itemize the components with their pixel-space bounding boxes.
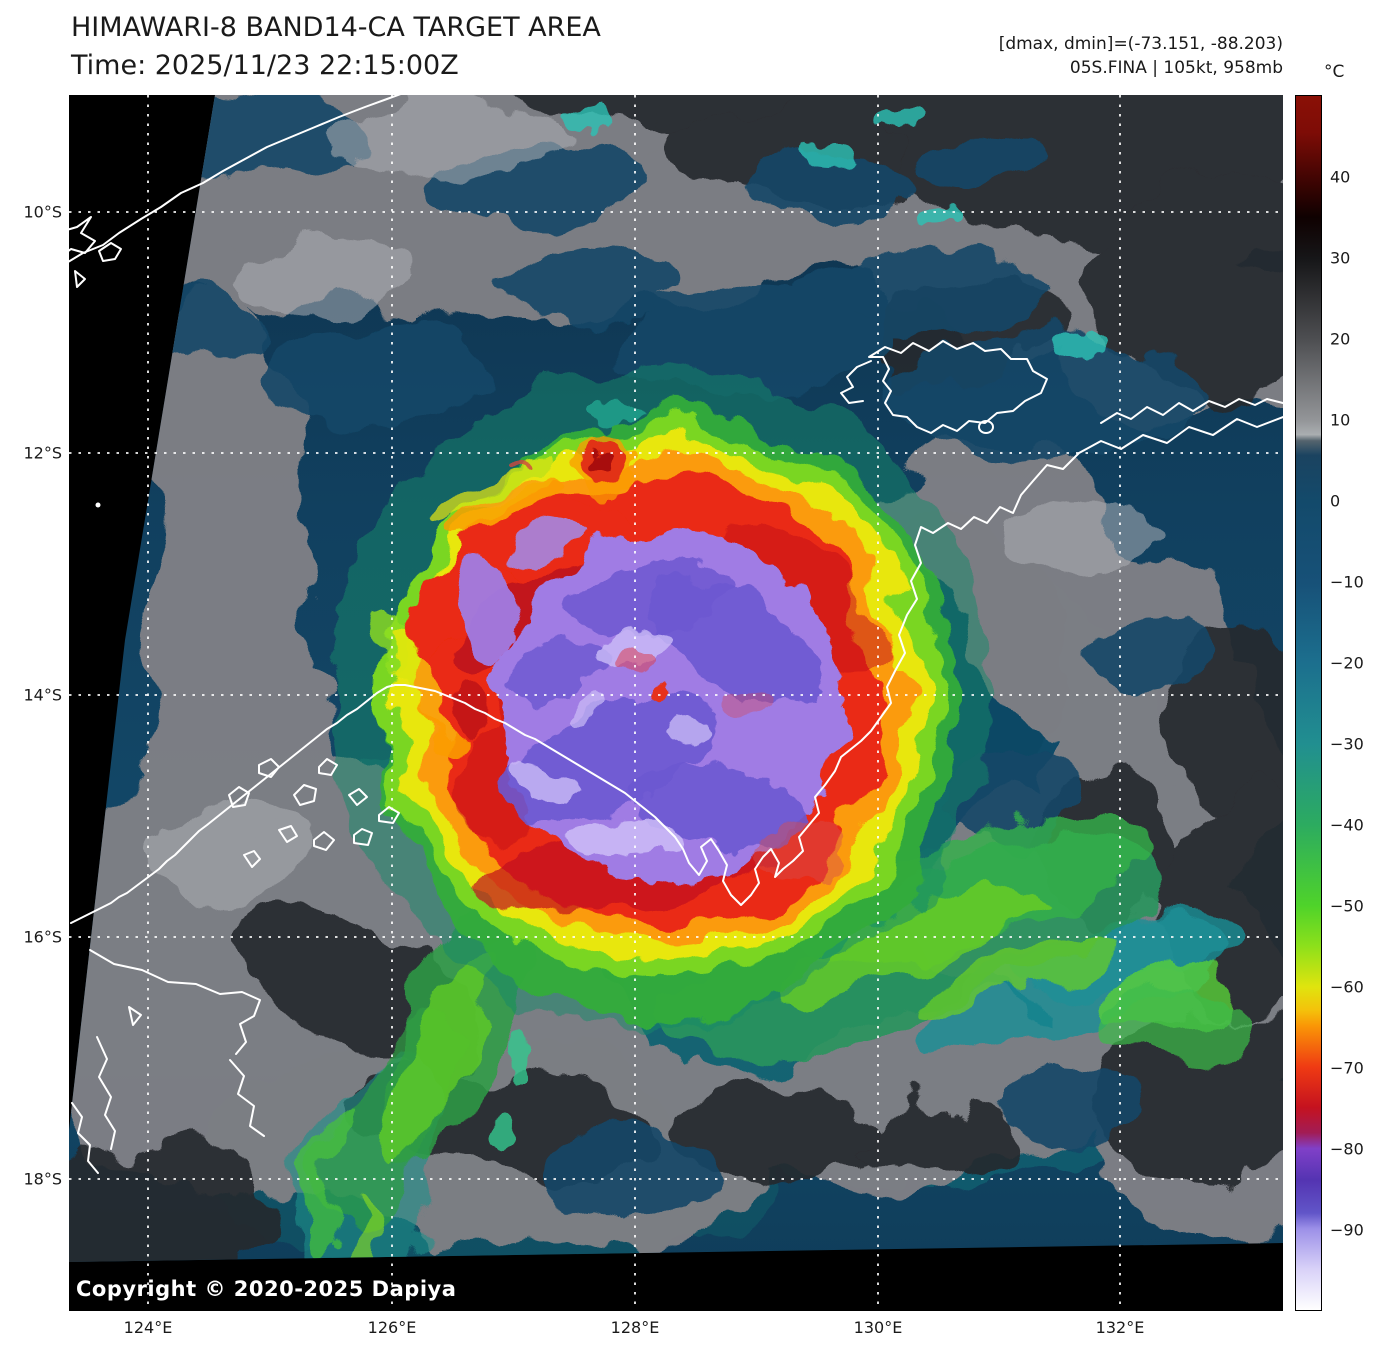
cloud-highlights (144, 95, 1149, 905)
lon-tick-label: 124°E (123, 1318, 173, 1337)
colorbar-tick: −30 (1330, 734, 1364, 754)
satellite-image (62, 90, 1284, 1311)
lon-tick-label: 130°E (853, 1318, 903, 1337)
colorbar-tick: −90 (1330, 1220, 1364, 1240)
colorbar-tick: −10 (1330, 572, 1364, 592)
graticule-gridlines (69, 95, 1283, 1311)
lon-tick-label: 128°E (610, 1318, 660, 1337)
data-swath (69, 95, 1283, 1262)
lon-tick-label: 132°E (1095, 1318, 1145, 1337)
colorbar-tick: −20 (1330, 653, 1364, 673)
dmax-dmin-readout: [dmax, dmin]=(-73.151, -88.203) (998, 34, 1283, 54)
colorbar (1295, 95, 1322, 1311)
copyright-watermark: Copyright © 2020-2025 Dapiya (76, 1277, 457, 1301)
colorbar-tick: 40 (1330, 167, 1351, 187)
colorbar-tick: −60 (1330, 977, 1364, 997)
timestamp: Time: 2025/11/23 22:15:00Z (71, 50, 459, 81)
cyclone-cdo (498, 529, 842, 885)
coastlines (62, 90, 1284, 1174)
colorbar-tick: 30 (1330, 248, 1351, 268)
colorbar-tick: 0 (1330, 491, 1341, 511)
storm-info: 05S.FINA | 105kt, 958mb (1069, 58, 1283, 78)
southwest-tail (292, 842, 533, 1262)
lat-tick-label: 10°S (23, 202, 62, 222)
lat-tick-label: 16°S (23, 927, 62, 947)
colorbar-tick: −50 (1330, 896, 1364, 916)
cloud-gaps (119, 95, 1209, 1210)
outflow-streaks (675, 824, 1254, 1080)
lon-tick-label: 126°E (367, 1318, 417, 1337)
page-title: HIMAWARI-8 BAND14-CA TARGET AREA (71, 12, 601, 43)
satellite-map (62, 90, 1284, 1311)
lat-tick-label: 12°S (23, 443, 62, 463)
colorbar-tick: 10 (1330, 410, 1351, 430)
colorbar-tick: −70 (1330, 1058, 1364, 1078)
colorbar-tick: −40 (1330, 815, 1364, 835)
lat-tick-label: 18°S (23, 1169, 62, 1189)
colorbar-tick: 20 (1330, 329, 1351, 349)
colorbar-tick: −80 (1330, 1139, 1364, 1159)
lat-tick-label: 14°S (23, 685, 62, 705)
colorbar-unit-label: °C (1324, 62, 1345, 82)
cyclone-eye (648, 681, 668, 701)
